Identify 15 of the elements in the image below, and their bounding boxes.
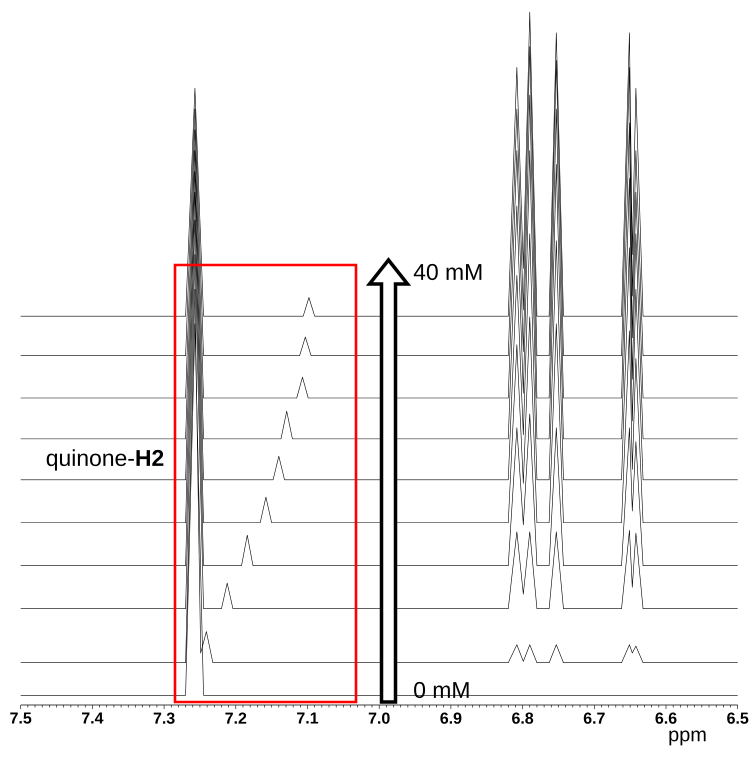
x-tick-label: 7.0	[368, 712, 390, 724]
x-tick-label: 7.1	[297, 712, 318, 724]
x-tick-label: 6.8	[512, 712, 534, 724]
x-tick-label: 7.4	[82, 712, 104, 724]
annotation: quinone-H2	[46, 449, 164, 471]
annotation: 0 mM	[414, 682, 469, 698]
x-axis-title: ppm	[669, 730, 706, 746]
x-tick-label: 7.2	[225, 712, 246, 724]
x-tick-label: 6.9	[440, 712, 462, 724]
x-tick-label: 6.5	[727, 712, 748, 724]
x-tick-label: 7.3	[154, 712, 175, 724]
annotation: 40 mM	[414, 264, 482, 280]
x-tick-label: 7.5	[10, 712, 32, 724]
x-tick-label: 6.7	[584, 712, 605, 724]
x-tick-label: 6.6	[655, 712, 676, 724]
